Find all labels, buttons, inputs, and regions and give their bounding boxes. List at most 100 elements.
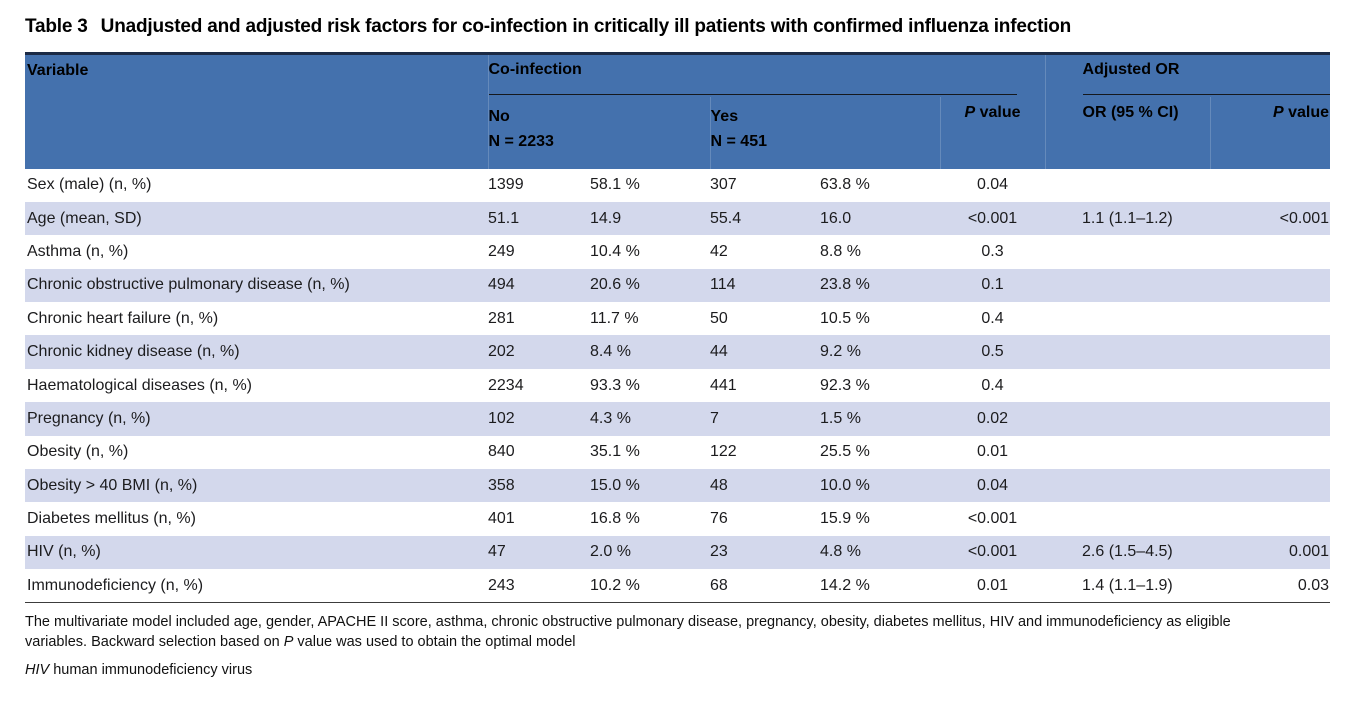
table-row: Pregnancy (n, %) 102 4.3 % 7 1.5 % 0.02: [25, 402, 1331, 436]
cell-p2: [1210, 302, 1330, 335]
table-row: Chronic heart failure (n, %) 281 11.7 % 50 1…: [25, 302, 1330, 335]
cell-variable: Chronic obstructive pulmonary disease (n…: [25, 268, 488, 303]
cell-p2: [1210, 436, 1330, 469]
cell-yes-pct: 15.9 %: [820, 510, 870, 528]
cell-variable: Age (mean, SD): [25, 201, 488, 236]
cell-or: [1045, 436, 1210, 469]
coinfection-underline: [488, 94, 1017, 95]
cell-yes-n: 441: [710, 376, 737, 394]
cell-or: [1045, 369, 1210, 402]
cell-no-pct: 8.4 %: [590, 335, 710, 369]
cell-or: [1045, 469, 1211, 503]
cell-or: [1045, 235, 1210, 268]
cell-or: 2.6 (1.5–4.5): [1045, 535, 1211, 570]
table-row: Chronic obstructive pulmonary disease (n…: [25, 268, 1331, 303]
table-row: Obesity (n, %) 840 35.1 % 122 25.5 % 0.01: [25, 436, 1330, 469]
cell-yes-n: 68: [710, 576, 728, 594]
cell-yes-n: 122: [710, 443, 737, 461]
cell-yes-pct: 25.5 %: [820, 443, 870, 461]
cell-variable: Diabetes mellitus (n, %): [27, 510, 196, 528]
column-header-p-value-adjusted: P value: [1209, 96, 1331, 169]
cell-p2: [1210, 402, 1331, 436]
cell-p: <0.001: [967, 510, 1018, 528]
cell-p: <0.001: [940, 535, 1046, 570]
cell-or: 1.1 (1.1–1.2): [1045, 201, 1211, 236]
cell-yes-pct: 9.2 %: [820, 335, 940, 369]
cell-yes-n: 50: [710, 309, 728, 327]
cell-no-n: 51.1: [488, 201, 590, 236]
column-header-no: No N = 2233: [487, 96, 710, 169]
cell-p: 0.04: [976, 176, 1009, 194]
cell-yes-n: 55.4: [710, 201, 820, 236]
column-header-yes: Yes N = 451: [709, 96, 940, 169]
cell-yes-pct: 14.2 %: [820, 576, 870, 594]
cell-no-n: 840: [488, 443, 515, 461]
cell-p2: [1210, 268, 1331, 303]
cell-or: 1.4 (1.1–1.9): [1082, 576, 1173, 594]
cell-yes-n: 23: [710, 535, 820, 570]
group-header-adjusted-or: Adjusted OR: [1044, 52, 1331, 97]
cell-p2: 0.03: [1297, 576, 1330, 594]
table-row: Haematological diseases (n, %) 2234 93.3 %…: [25, 369, 1330, 402]
column-header-p-value-unadjusted: P value: [939, 96, 1046, 169]
cell-or: [1045, 402, 1211, 436]
cell-p: 0.4: [981, 309, 1004, 327]
multivariate-model-note: The multivariate model included age, gen…: [25, 614, 1231, 650]
table-title: Table 3 Unadjusted and adjusted risk fact…: [25, 16, 1071, 38]
cell-variable: Obesity (n, %): [27, 443, 129, 461]
cell-p: <0.001: [940, 201, 1046, 236]
group-header-coinfection: Co-infection: [487, 52, 1046, 97]
cell-yes-n: 42: [710, 242, 728, 260]
table-row: HIV (n, %) 47 2.0 % 23 4.8 % <0.001 2.6 (1.5–4…: [25, 535, 1331, 570]
cell-p: 0.4: [981, 376, 1004, 394]
adjusted-or-underline: [1082, 94, 1331, 95]
cell-variable: Immunodeficiency (n, %): [27, 576, 204, 594]
cell-no-pct: 10.4 %: [590, 242, 640, 260]
cell-variable: Sex (male) (n, %): [27, 176, 152, 194]
cell-p: 0.5: [940, 335, 1046, 369]
cell-no-n: 2234: [488, 376, 524, 394]
cell-variable: Pregnancy (n, %): [25, 402, 488, 436]
column-header-or-ci: OR (95 % CI): [1044, 96, 1211, 169]
cell-no-pct: 58.1 %: [590, 176, 640, 194]
header-sub-row: No N = 2233 Yes N = 451 P value OR (95 %…: [25, 96, 1331, 169]
cell-no-n: 249: [488, 242, 515, 260]
cell-no-pct: 14.9: [590, 201, 710, 236]
cell-p2: [1210, 335, 1331, 369]
cell-variable: Chronic heart failure (n, %): [27, 309, 219, 327]
cell-yes-n: 114: [710, 268, 820, 303]
cell-no-n: 243: [488, 576, 515, 594]
cell-no-n: 358: [488, 469, 590, 503]
table-row: Chronic kidney disease (n, %) 202 8.4 % 44 9…: [25, 335, 1331, 369]
cell-p2: [1210, 469, 1331, 503]
header-group-row: Variable Co-infection Adjusted OR: [25, 52, 1331, 169]
cell-yes-pct: 10.5 %: [820, 309, 870, 327]
cell-yes-pct: 23.8 %: [820, 268, 940, 303]
cell-or: [1045, 268, 1211, 303]
table-row: Diabetes mellitus (n, %) 401 16.8 % 76 15.9 …: [25, 502, 1330, 535]
table-row: Immunodeficiency (n, %) 243 10.2 % 68 14.2 %…: [25, 569, 1330, 602]
cell-no-pct: 10.2 %: [590, 576, 640, 594]
cell-p: 0.02: [940, 402, 1046, 436]
cell-p2: 0.001: [1210, 535, 1331, 570]
cell-or: [1045, 169, 1210, 202]
cell-or: [1045, 302, 1210, 335]
cell-no-n: 281: [488, 309, 515, 327]
cell-or: [1045, 502, 1210, 535]
cell-no-pct: 11.7 %: [590, 309, 639, 327]
table-number: Table 3: [25, 16, 88, 37]
cell-no-n: 494: [488, 268, 590, 303]
cell-yes-pct: 16.0: [820, 201, 940, 236]
cell-no-pct: 93.3 %: [590, 376, 640, 394]
cell-p: 0.3: [981, 242, 1004, 260]
table-header: Variable Co-infection Adjusted OR: [25, 52, 1331, 169]
table-title-text: Unadjusted and adjusted risk factors for…: [100, 16, 1072, 37]
cell-yes-n: 7: [710, 402, 820, 436]
cell-no-pct: 4.3 %: [590, 402, 710, 436]
table-row: Asthma (n, %) 249 10.4 % 42 8.8 % 0.3: [25, 235, 1330, 268]
column-header-variable: Variable: [25, 52, 488, 169]
footnotes: The multivariate model included age, gen…: [25, 613, 1285, 681]
cell-no-n: 202: [488, 335, 590, 369]
table-body: Sex (male) (n, %) 1399 58.1 % 307 63.8 % 0.04…: [25, 169, 1331, 603]
